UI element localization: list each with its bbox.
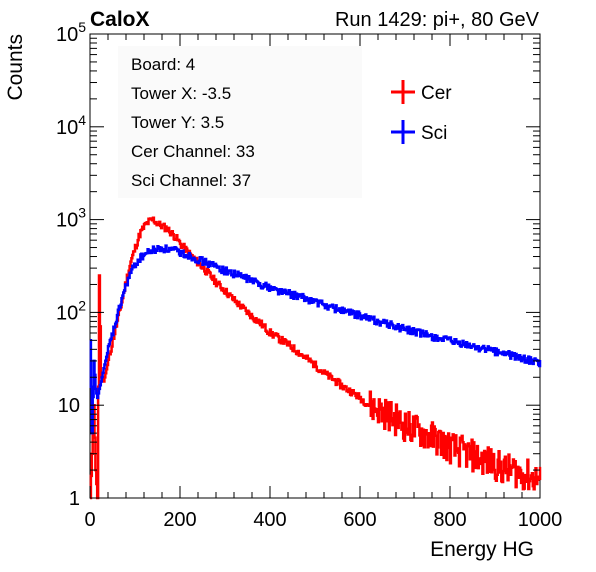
y-tick-label: 104 [56, 112, 86, 139]
legend-sci-label: Sci [421, 123, 447, 144]
series-sci-line [89, 244, 542, 435]
x-tick-label: 200 [163, 509, 196, 531]
y-tick-label: 1 [69, 488, 80, 510]
series-layer [89, 216, 542, 500]
x-tick-label: 800 [433, 509, 466, 531]
x-tick-label: 0 [84, 509, 95, 531]
info-box: Board: 4 Tower X: -3.5 Tower Y: 3.5 Cer … [118, 46, 362, 198]
y-tick-label: 10 [58, 395, 80, 417]
y-tick-label: 103 [56, 205, 86, 232]
x-tick-label: 1000 [518, 509, 563, 531]
legend: Cer Sci [391, 80, 452, 144]
y-tick-label: 105 [56, 19, 86, 46]
info-sci-channel: Sci Channel: 37 [131, 171, 251, 190]
series-cer-line [89, 216, 542, 500]
run-label: Run 1429: pi+, 80 GeV [335, 9, 540, 31]
y-axis-title: Counts [4, 34, 27, 101]
x-axis-title: Energy HG [430, 538, 534, 561]
info-board: Board: 4 [131, 55, 195, 74]
axis-layer: 0 200 400 600 800 1000 1 10 102 103 104 105 [56, 19, 562, 531]
x-tick-label: 400 [253, 509, 286, 531]
experiment-label: CaloX [90, 8, 150, 31]
x-tick-label: 600 [343, 509, 376, 531]
legend-sci: Sci [391, 120, 447, 144]
info-tower-y: Tower Y: 3.5 [131, 113, 224, 132]
plot-frame [89, 33, 541, 499]
y-tick-label: 102 [56, 297, 86, 324]
info-tower-x: Tower X: -3.5 [131, 84, 231, 103]
legend-cer: Cer [391, 80, 452, 104]
info-cer-channel: Cer Channel: 33 [131, 142, 255, 161]
info-box-background [118, 46, 362, 198]
legend-cer-label: Cer [421, 83, 452, 104]
